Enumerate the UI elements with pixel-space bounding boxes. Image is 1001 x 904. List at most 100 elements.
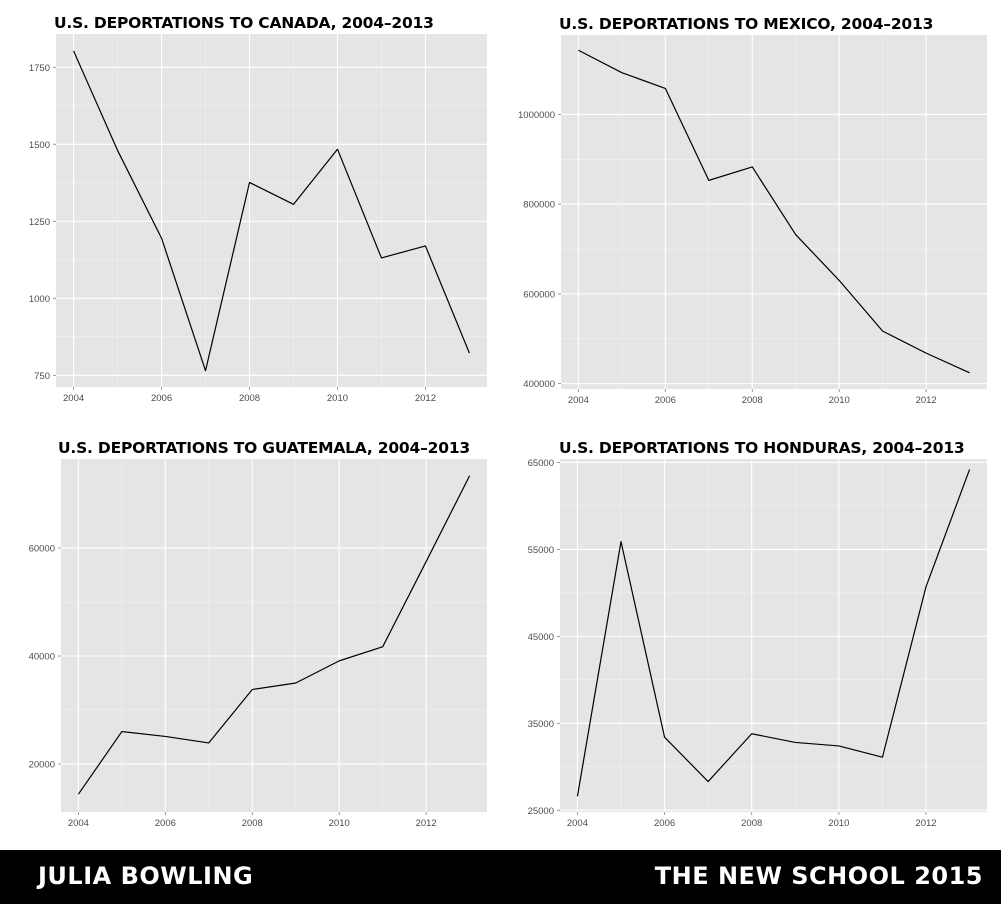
data-point	[662, 735, 667, 740]
data-point	[247, 180, 252, 185]
chart-title: U.S. DEPORTATIONS TO HONDURAS, 2004–2013	[559, 439, 965, 457]
data-point	[880, 755, 885, 760]
y-tick-label: 750	[34, 371, 50, 382]
x-tick-label: 2004	[567, 818, 588, 829]
data-point	[576, 48, 581, 53]
data-point	[793, 232, 798, 237]
chart-panel-canada: U.S. DEPORTATIONS TO CANADA, 2004–2013 2…	[0, 0, 500, 420]
footer-bar: JULIA BOWLING THE NEW SCHOOL 2015	[0, 850, 1001, 904]
data-point	[706, 779, 711, 784]
x-tick-label: 2012	[916, 395, 937, 406]
chart-plot: 2004 2006 2008 2010 2012 400000 600000 800000 10…	[518, 35, 987, 406]
plot-background	[560, 459, 987, 812]
chart-plot: 2004 2006 2008 2010 2012 20000 40000 60000	[29, 459, 487, 829]
data-point	[335, 147, 340, 152]
y-tick-label: 1250	[29, 217, 50, 228]
x-tick-label: 2010	[327, 393, 348, 404]
data-point	[380, 644, 385, 649]
y-tick-label: 1000000	[518, 110, 555, 121]
chart-title: U.S. DEPORTATIONS TO MEXICO, 2004–2013	[559, 15, 934, 33]
x-tick-label: 2012	[415, 393, 436, 404]
series-line	[77, 475, 471, 795]
x-tick-label: 2012	[915, 818, 936, 829]
y-tick-label: 1500	[29, 140, 50, 151]
x-tick-label: 2006	[654, 818, 675, 829]
data-point	[967, 467, 972, 472]
y-tick-label: 45000	[528, 632, 554, 643]
y-tick-label: 20000	[29, 759, 55, 770]
data-point	[337, 658, 342, 663]
x-tick-label: 2004	[568, 395, 589, 406]
series-line	[73, 50, 470, 372]
x-tick-label: 2006	[655, 395, 676, 406]
data-point	[575, 794, 580, 799]
y-tick-label: 35000	[528, 719, 554, 730]
data-point	[837, 278, 842, 283]
data-point	[793, 740, 798, 745]
data-point	[71, 48, 76, 53]
data-point	[293, 680, 298, 685]
y-tick-label: 800000	[523, 200, 555, 211]
y-tick-label: 1750	[29, 63, 50, 74]
data-point	[750, 164, 755, 169]
plot-background	[61, 459, 487, 812]
y-tick-label: 65000	[528, 458, 554, 469]
y-tick-label: 25000	[528, 806, 554, 817]
chart-plot: 2004 2006 2008 2010 2012 25000 35000 45000 55000…	[528, 458, 987, 829]
y-tick-label: 40000	[29, 652, 55, 663]
y-tick-label: 400000	[523, 379, 555, 390]
series-line	[576, 469, 971, 797]
x-tick-label: 2004	[68, 818, 89, 829]
footer-author: JULIA BOWLING	[38, 862, 254, 890]
data-point	[924, 351, 929, 356]
data-point	[836, 743, 841, 748]
data-point	[250, 687, 255, 692]
x-tick-label: 2012	[416, 818, 437, 829]
chart-title: U.S. DEPORTATIONS TO CANADA, 2004–2013	[54, 14, 434, 32]
chart-panel-guatemala: U.S. DEPORTATIONS TO GUATEMALA, 2004–201…	[0, 420, 500, 845]
x-tick-label: 2004	[63, 393, 84, 404]
data-point	[424, 559, 429, 564]
data-point	[924, 584, 929, 589]
y-tick-label: 60000	[29, 544, 55, 555]
data-point	[159, 236, 164, 241]
y-tick-label: 600000	[523, 289, 555, 300]
x-tick-label: 2010	[829, 395, 850, 406]
data-point	[379, 255, 384, 260]
chart-title: U.S. DEPORTATIONS TO GUATEMALA, 2004–201…	[58, 439, 470, 457]
x-tick-label: 2006	[151, 393, 172, 404]
x-tick-label: 2010	[828, 818, 849, 829]
y-tick-label: 55000	[528, 545, 554, 556]
data-point	[203, 368, 208, 373]
y-tick-label: 1000	[29, 294, 50, 305]
data-point	[76, 792, 81, 797]
data-point	[119, 729, 124, 734]
data-point	[619, 70, 624, 75]
data-point	[467, 351, 472, 356]
plot-background	[561, 35, 987, 389]
footer-institution: THE NEW SCHOOL 2015	[654, 862, 983, 890]
data-point	[706, 178, 711, 183]
x-tick-label: 2010	[329, 818, 350, 829]
data-point	[619, 539, 624, 544]
chart-panel-mexico: U.S. DEPORTATIONS TO MEXICO, 2004–2013 2…	[500, 0, 1001, 420]
x-tick-label: 2008	[741, 818, 762, 829]
chart-plot: 2004 2006 2008 2010 2012 750 1000 1250 1500 1750	[29, 34, 487, 404]
data-point	[967, 370, 972, 375]
x-tick-label: 2008	[239, 393, 260, 404]
data-point	[880, 329, 885, 334]
chart-panel-honduras: U.S. DEPORTATIONS TO HONDURAS, 2004–2013…	[500, 420, 1001, 845]
x-tick-label: 2008	[242, 818, 263, 829]
data-point	[467, 473, 472, 478]
series-line	[578, 49, 970, 374]
plot-background	[56, 34, 487, 387]
data-point	[163, 734, 168, 739]
data-point	[663, 86, 668, 91]
data-point	[423, 243, 428, 248]
data-point	[115, 148, 120, 153]
x-tick-label: 2008	[742, 395, 763, 406]
data-point	[749, 731, 754, 736]
data-point	[206, 740, 211, 745]
x-tick-label: 2006	[155, 818, 176, 829]
data-point	[291, 202, 296, 207]
